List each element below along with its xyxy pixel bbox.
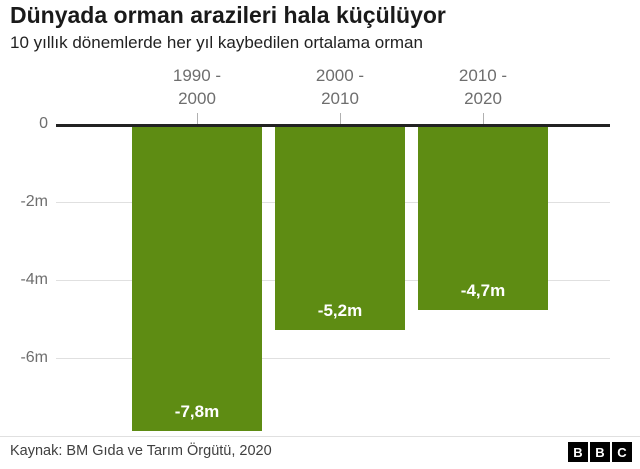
bar-column: 2010 - 2020 -4,7m bbox=[418, 0, 548, 440]
gridline bbox=[56, 358, 610, 359]
bar-value-label: -4,7m bbox=[460, 281, 506, 300]
chart-bar: -7,8m bbox=[132, 127, 262, 431]
column-header: 1990 - 2000 bbox=[172, 66, 222, 108]
axis-tick bbox=[483, 113, 484, 124]
chart-title: Dünyada orman arazileri hala küçülüyor bbox=[10, 2, 446, 28]
y-tick-label: -4m bbox=[20, 271, 48, 288]
chart-bar: -5,2m bbox=[275, 127, 405, 330]
bbc-logo: B B C bbox=[568, 442, 632, 462]
footer-divider bbox=[0, 436, 640, 437]
chart-subtitle: 10 yıllık dönemlerde her yıl kaybedilen … bbox=[10, 33, 423, 52]
y-tick-label: -6m bbox=[20, 349, 48, 366]
bar-column: 2000 - 2010 -5,2m bbox=[275, 0, 405, 440]
column-header: 2000 - 2010 bbox=[315, 66, 365, 108]
y-tick-label: 0 bbox=[39, 115, 48, 132]
axis-tick bbox=[340, 113, 341, 124]
bbc-logo-letter: B bbox=[590, 442, 610, 462]
column-header: 2010 - 2020 bbox=[458, 66, 508, 108]
bbc-logo-letter: C bbox=[612, 442, 632, 462]
bar-value-label: -7,8m bbox=[174, 402, 220, 421]
axis-tick bbox=[197, 113, 198, 124]
bbc-logo-letter: B bbox=[568, 442, 588, 462]
zero-line bbox=[56, 124, 610, 127]
source-text: Kaynak: BM Gıda ve Tarım Örgütü, 2020 bbox=[10, 443, 272, 459]
bar-value-label: -5,2m bbox=[317, 301, 363, 320]
chart-bar: -4,7m bbox=[418, 127, 548, 310]
y-tick-label: -2m bbox=[20, 193, 48, 210]
bar-column: 1990 - 2000 -7,8m bbox=[132, 0, 262, 440]
